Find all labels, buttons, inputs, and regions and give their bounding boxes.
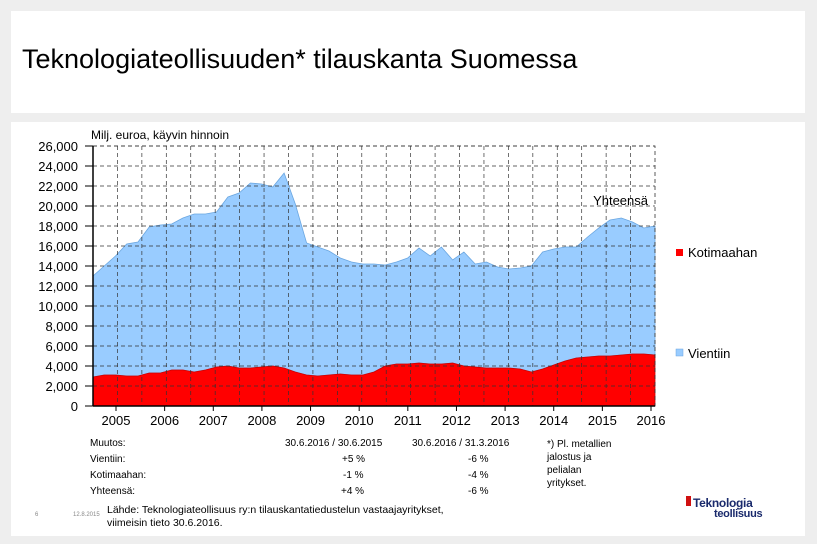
table-row-label: Vientiin: — [90, 454, 126, 465]
x-tick-label: 2007 — [199, 413, 228, 428]
table-cell: +4 % — [341, 486, 365, 497]
x-tick-label: 2008 — [247, 413, 276, 428]
y-tick-label: 14,000 — [38, 259, 78, 274]
x-tick-label: 2006 — [150, 413, 179, 428]
legend-swatch-vientiin — [675, 348, 684, 357]
y-tick-label: 10,000 — [38, 299, 78, 314]
y-tick-label: 6,000 — [45, 339, 78, 354]
y-tick-label: 16,000 — [38, 239, 78, 254]
y-tick-label: 4,000 — [45, 359, 78, 374]
x-tick-label: 2011 — [394, 413, 422, 428]
table-cell: -1 % — [343, 470, 364, 481]
logo-line2: teollisuus — [714, 508, 763, 520]
table-row-label: Kotimaahan: — [90, 470, 147, 481]
x-tick-label: 2012 — [442, 413, 471, 428]
y-tick-label: 26,000 — [38, 139, 78, 154]
y-tick-label: 8,000 — [45, 319, 78, 334]
y-tick-label: 22,000 — [38, 179, 78, 194]
series-area-kotimaahan — [92, 353, 656, 407]
x-tick-label: 2015 — [588, 413, 617, 428]
y-tick-label: 0 — [71, 399, 78, 414]
logo-line1: Teknologia — [693, 496, 753, 510]
annotation-yhteensa: Yhteensä — [593, 193, 649, 208]
unit-label: Milj. euroa, käyvin hinnoin — [91, 128, 229, 142]
footnote: *) Pl. metallien jalostus ja pelialan yr… — [547, 439, 612, 489]
logo-mark — [686, 496, 691, 506]
y-tick-label: 2,000 — [45, 379, 78, 394]
table-header-year: 30.6.2016 / 30.6.2015 — [285, 438, 383, 449]
y-tick-label: 24,000 — [38, 159, 78, 174]
date-stamp: 12.8.2015 — [73, 512, 100, 518]
table-header-quarter: 30.6.2016 / 31.3.2016 — [412, 438, 510, 449]
company-logo: Teknologia teollisuus — [686, 496, 782, 522]
table-cell: -6 % — [468, 486, 489, 497]
x-tick-label: 2014 — [539, 413, 568, 428]
y-tick-label: 20,000 — [38, 199, 78, 214]
table-cell: +5 % — [342, 454, 366, 465]
legend-label-kotimaahan: Kotimaahan — [688, 245, 757, 260]
x-tick-label: 2010 — [345, 413, 374, 428]
page-title: Teknologiateollisuuden* tilauskanta Suom… — [22, 44, 578, 74]
x-tick-label: 2005 — [102, 413, 131, 428]
y-tick-label: 12,000 — [38, 279, 78, 294]
y-tick-label: 18,000 — [38, 219, 78, 234]
title-panel — [11, 11, 805, 113]
x-tick-label: 2009 — [296, 413, 325, 428]
page-number: 6 — [35, 512, 39, 518]
x-tick-label: 2013 — [491, 413, 520, 428]
legend-label-vientiin: Vientiin — [688, 346, 730, 361]
source-note: Lähde: Teknologiateollisuus ry:n tilausk… — [107, 504, 444, 529]
legend-swatch-kotimaahan — [676, 249, 683, 256]
x-tick-label: 2016 — [637, 413, 666, 428]
table-cell: -6 % — [468, 454, 489, 465]
table-cell: -4 % — [468, 470, 489, 481]
table-header-muutos: Muutos: — [90, 438, 126, 449]
table-row-label: Yhteensä: — [90, 486, 136, 497]
